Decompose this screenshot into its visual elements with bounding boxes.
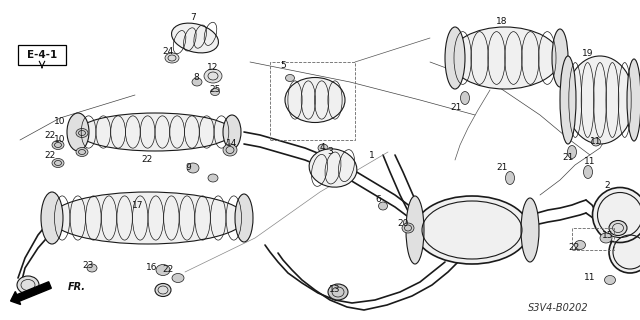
Text: 22: 22 bbox=[141, 156, 152, 164]
Ellipse shape bbox=[172, 274, 184, 283]
Text: 17: 17 bbox=[132, 201, 144, 210]
Text: 8: 8 bbox=[193, 74, 199, 83]
Text: 22: 22 bbox=[568, 244, 580, 252]
Ellipse shape bbox=[76, 129, 88, 138]
Ellipse shape bbox=[285, 77, 345, 123]
Text: 19: 19 bbox=[582, 50, 594, 59]
Ellipse shape bbox=[155, 284, 171, 297]
Ellipse shape bbox=[77, 113, 232, 151]
Text: 2: 2 bbox=[604, 180, 610, 189]
Text: 7: 7 bbox=[190, 13, 196, 22]
Ellipse shape bbox=[450, 27, 560, 89]
Text: 11: 11 bbox=[584, 274, 596, 283]
Ellipse shape bbox=[560, 56, 576, 144]
Ellipse shape bbox=[521, 198, 539, 262]
Ellipse shape bbox=[605, 276, 616, 284]
Ellipse shape bbox=[328, 284, 348, 300]
Ellipse shape bbox=[52, 140, 64, 149]
Ellipse shape bbox=[461, 92, 470, 105]
Text: 6: 6 bbox=[375, 196, 381, 204]
Text: 5: 5 bbox=[280, 60, 286, 69]
Ellipse shape bbox=[51, 192, 246, 244]
Text: 16: 16 bbox=[147, 263, 157, 273]
Ellipse shape bbox=[67, 113, 89, 151]
Ellipse shape bbox=[52, 158, 64, 167]
Text: 11: 11 bbox=[590, 138, 602, 147]
Ellipse shape bbox=[318, 144, 328, 152]
Text: 10: 10 bbox=[54, 117, 66, 126]
Ellipse shape bbox=[204, 69, 222, 83]
Ellipse shape bbox=[600, 233, 612, 243]
Ellipse shape bbox=[593, 188, 640, 243]
Ellipse shape bbox=[445, 27, 465, 89]
Ellipse shape bbox=[223, 144, 237, 156]
Text: 23: 23 bbox=[83, 260, 93, 269]
Ellipse shape bbox=[406, 196, 424, 264]
FancyArrow shape bbox=[11, 282, 51, 305]
Ellipse shape bbox=[575, 241, 586, 250]
Text: E-4-1: E-4-1 bbox=[27, 50, 57, 60]
Text: 22: 22 bbox=[44, 131, 56, 140]
Text: 10: 10 bbox=[54, 135, 66, 145]
Ellipse shape bbox=[172, 23, 218, 53]
Ellipse shape bbox=[156, 265, 170, 276]
Ellipse shape bbox=[192, 78, 202, 86]
Ellipse shape bbox=[235, 194, 253, 242]
Ellipse shape bbox=[378, 202, 387, 210]
Ellipse shape bbox=[187, 163, 199, 173]
Ellipse shape bbox=[566, 56, 634, 144]
Ellipse shape bbox=[208, 174, 218, 182]
Text: 11: 11 bbox=[584, 157, 596, 166]
Text: FR.: FR. bbox=[68, 282, 86, 292]
Text: S3V4-B0202: S3V4-B0202 bbox=[528, 303, 589, 313]
Bar bbox=[18, 45, 66, 65]
Ellipse shape bbox=[415, 196, 529, 264]
Ellipse shape bbox=[285, 75, 294, 82]
Ellipse shape bbox=[627, 59, 640, 141]
Ellipse shape bbox=[609, 231, 640, 273]
Text: 1: 1 bbox=[369, 150, 375, 159]
Ellipse shape bbox=[402, 223, 414, 233]
Ellipse shape bbox=[568, 146, 577, 158]
Ellipse shape bbox=[76, 148, 88, 156]
Text: 21: 21 bbox=[496, 164, 508, 172]
Text: 4: 4 bbox=[319, 143, 325, 153]
Text: 24: 24 bbox=[163, 47, 173, 57]
Ellipse shape bbox=[309, 149, 357, 187]
Ellipse shape bbox=[41, 192, 63, 244]
Ellipse shape bbox=[223, 115, 241, 149]
Ellipse shape bbox=[17, 276, 39, 294]
Text: 9: 9 bbox=[185, 164, 191, 172]
Bar bbox=[270, 62, 355, 140]
Text: 25: 25 bbox=[209, 85, 221, 94]
Ellipse shape bbox=[87, 264, 97, 272]
Text: 21: 21 bbox=[451, 103, 461, 113]
Text: 14: 14 bbox=[227, 139, 237, 148]
Ellipse shape bbox=[211, 89, 220, 95]
Text: 21: 21 bbox=[563, 154, 573, 163]
Ellipse shape bbox=[584, 165, 593, 179]
Ellipse shape bbox=[165, 53, 179, 63]
Bar bbox=[572, 228, 614, 250]
Text: 15: 15 bbox=[602, 230, 614, 239]
Text: 3: 3 bbox=[327, 148, 333, 156]
Ellipse shape bbox=[506, 172, 515, 185]
Ellipse shape bbox=[609, 220, 627, 236]
Text: 12: 12 bbox=[207, 63, 219, 73]
Ellipse shape bbox=[591, 138, 600, 146]
Text: 22: 22 bbox=[163, 266, 173, 275]
Text: 20: 20 bbox=[397, 220, 409, 228]
Text: 18: 18 bbox=[496, 18, 508, 27]
Text: 22: 22 bbox=[44, 150, 56, 159]
Text: 13: 13 bbox=[329, 285, 340, 294]
Ellipse shape bbox=[552, 29, 568, 87]
